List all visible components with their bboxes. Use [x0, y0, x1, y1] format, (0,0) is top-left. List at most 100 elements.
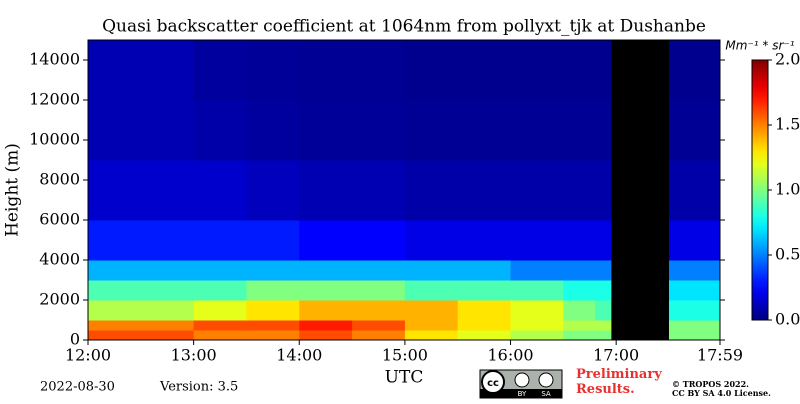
heatmap-cell [193, 40, 247, 101]
license-badge: cc BY SA [479, 369, 563, 399]
heatmap-cell [352, 300, 406, 321]
heatmap-cell [140, 160, 195, 221]
colorbar-tick-label: 2.0 [775, 50, 800, 69]
heatmap-cell [299, 260, 353, 281]
x-tick-label: 17:59 [697, 346, 743, 365]
badge-sa: SA [541, 390, 551, 398]
colorbar-tick-label: 0.0 [775, 310, 800, 329]
heatmap-cell [668, 300, 721, 321]
heatmap-cell [246, 160, 300, 221]
y-tick-label: 2000 [39, 290, 80, 309]
heatmap-cell [246, 280, 300, 301]
plot-area [88, 40, 721, 341]
heatmap-cell [140, 330, 195, 341]
colorbar-label: Mm⁻¹ * sr⁻¹ [725, 39, 794, 53]
heatmap-cell [246, 330, 300, 341]
colorbar-tick-label: 1.5 [775, 115, 800, 134]
heatmap-cell [510, 100, 564, 161]
y-tick-label: 14000 [29, 50, 80, 69]
y-tick-label: 8000 [39, 170, 80, 189]
badge-strip [480, 389, 562, 398]
y-tick-label: 10000 [29, 130, 80, 149]
heatmap-cell [563, 260, 596, 281]
heatmap-cell [88, 220, 142, 261]
heatmap-cell [563, 100, 596, 161]
heatmap-cell [88, 320, 142, 331]
heatmap-cell [299, 330, 353, 341]
heatmap-cell [404, 300, 459, 321]
heatmap-cell [404, 280, 459, 301]
badge-sa-circle [538, 372, 554, 388]
heatmap-cell [563, 160, 596, 221]
colorbar-tick-label: 1.0 [775, 180, 800, 199]
heatmap-cell [246, 300, 300, 321]
x-tick-label: 15:00 [382, 346, 428, 365]
heatmap-cell [595, 260, 612, 281]
heatmap-cell [193, 280, 247, 301]
x-tick-label: 17:00 [593, 346, 639, 365]
y-tick-label: 6000 [39, 210, 80, 229]
heatmap-cell [563, 280, 596, 301]
heatmap-cell [352, 100, 406, 161]
y-tick-label: 4000 [39, 250, 80, 269]
heatmap-cell [457, 220, 512, 261]
heatmap-cell [88, 330, 142, 341]
heatmap-cell [595, 40, 612, 101]
heatmap-cell [595, 330, 612, 341]
plot-frame [87, 39, 721, 341]
badge-cc: cc [487, 378, 499, 389]
y-axis-label: Height (m) [3, 143, 23, 237]
y-tick-label: 12000 [29, 90, 80, 109]
heatmap-cell [193, 100, 247, 161]
notice-box: Preliminary Results. [576, 367, 662, 397]
heatmap-cell [510, 330, 564, 341]
heatmap-cell [246, 320, 300, 331]
heatmap-cell [563, 300, 596, 321]
heatmap-cell [510, 320, 564, 331]
heatmap-cell [88, 300, 142, 321]
heatmap-cell [457, 330, 512, 341]
y-tick-label: 0 [70, 330, 80, 349]
heatmap-cell [595, 280, 612, 301]
heatmap-cell [299, 300, 353, 321]
heatmap-cell [193, 300, 247, 321]
heatmap-cell [193, 220, 247, 261]
heatmap-cell [457, 320, 512, 331]
copyright: © TROPOS 2022. [672, 379, 749, 389]
heatmap-cell [404, 220, 459, 261]
license: CC BY SA 4.0 License. [672, 388, 771, 398]
heatmap-cell [246, 40, 300, 101]
heatmap-cell [510, 280, 564, 301]
heatmap-cell [668, 160, 721, 221]
heatmap-cell [668, 260, 721, 281]
heatmap-cell [563, 220, 596, 261]
heatmap-cell [352, 320, 406, 331]
heatmap-cell [457, 300, 512, 321]
x-tick-label: 14:00 [276, 346, 322, 365]
badge-cc-circle [481, 370, 505, 394]
heatmap-cell [668, 280, 721, 301]
heatmap-cell [595, 320, 612, 331]
heatmap-cell [140, 300, 195, 321]
heatmap-cell [193, 160, 247, 221]
colorbar [751, 59, 769, 321]
heatmap-cell [563, 330, 596, 341]
heatmap-cell [595, 160, 612, 221]
heatmap-cell [193, 320, 247, 331]
date: 2022-08-30 [40, 380, 115, 395]
heatmap-cell [246, 220, 300, 261]
heatmap-cell [595, 300, 612, 321]
heatmap-cell [595, 220, 612, 261]
badge-by-circle [514, 372, 530, 388]
heatmap-cell [668, 100, 721, 161]
heatmap-cell [193, 330, 247, 341]
heatmap-cell [457, 260, 512, 281]
colorbar-tick-label: 0.5 [775, 245, 800, 264]
heatmap-cell [299, 160, 353, 221]
heatmap-cell [140, 320, 195, 331]
heatmap-cell [140, 280, 195, 301]
heatmap-cell [299, 280, 353, 301]
heatmap-cell [510, 40, 564, 101]
heatmap-cell [668, 40, 721, 101]
